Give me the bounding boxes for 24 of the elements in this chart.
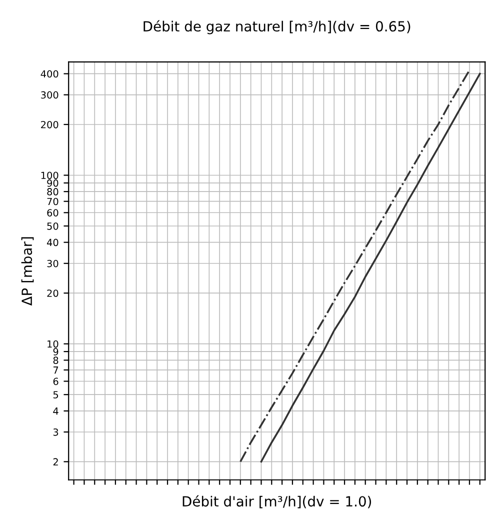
y-tick-label: 70 bbox=[47, 198, 58, 206]
y-tick-label: 50 bbox=[47, 222, 58, 230]
y-tick-label: 90 bbox=[47, 179, 58, 187]
y-tick-label: 400 bbox=[40, 70, 58, 78]
y-tick-label: 3 bbox=[53, 428, 58, 436]
x-axis-title: Débit d'air [m³/h](dv = 1.0) bbox=[182, 495, 372, 508]
y-tick-label: 80 bbox=[47, 188, 58, 196]
y-tick-label: 200 bbox=[41, 120, 58, 128]
y-tick-label: 300 bbox=[41, 91, 58, 99]
y-tick-label: 10 bbox=[48, 340, 58, 348]
y-tick-label: 40 bbox=[46, 238, 58, 246]
y-tick-label: 7 bbox=[53, 366, 58, 374]
y-tick-label: 30 bbox=[47, 260, 58, 268]
y-tick-label: 100 bbox=[41, 172, 58, 180]
y-tick-label: 9 bbox=[53, 348, 58, 356]
y-tick-label: 5 bbox=[53, 391, 58, 398]
y-tick-label: 4 bbox=[53, 408, 58, 415]
y-tick-label: 6 bbox=[53, 378, 58, 386]
y-tick-label: 20 bbox=[47, 290, 58, 297]
y-axis-title: ΔP [mbar] bbox=[21, 237, 34, 306]
y-tick-label: 60 bbox=[47, 209, 58, 216]
chart-title: Débit de gaz naturel [m³/h](dv = 0.65) bbox=[144, 20, 410, 34]
y-tick-label: 8 bbox=[53, 356, 58, 364]
y-tick-label: 2 bbox=[53, 458, 58, 466]
